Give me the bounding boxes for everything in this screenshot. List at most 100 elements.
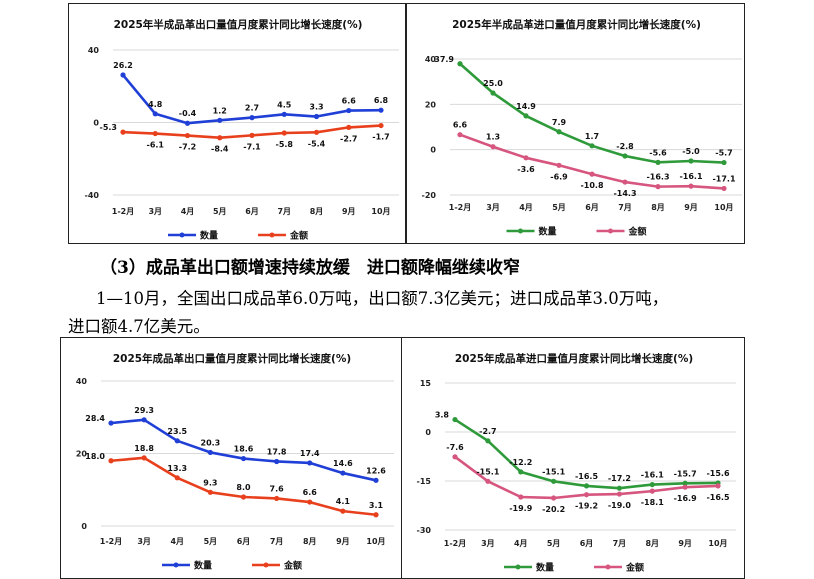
data-point	[307, 499, 313, 505]
x-tick-label: 5月	[547, 539, 561, 548]
data-label: -16.1	[679, 172, 702, 181]
data-label: -7.1	[243, 142, 261, 151]
legend-label: 金额	[628, 226, 647, 238]
data-point	[457, 132, 463, 138]
x-tick-label: 6月	[580, 539, 594, 548]
data-point	[616, 491, 622, 497]
y-tick-label: 40	[425, 55, 437, 64]
data-point	[346, 124, 352, 130]
data-label: -5.4	[308, 139, 326, 148]
chart-title: 2025年半成品革进口量值月度累计同比增长速度(%)	[452, 18, 701, 31]
data-point	[457, 61, 463, 67]
x-tick-label: 9月	[336, 537, 350, 546]
data-point	[721, 159, 727, 166]
data-point	[378, 107, 384, 113]
data-label: -0.4	[179, 109, 197, 118]
data-point	[589, 143, 595, 149]
data-point	[240, 494, 247, 500]
data-label: 8.0	[236, 483, 251, 492]
legend-label: 金额	[625, 562, 644, 574]
chart-svg: 2025年半成品革出口量值月度累计同比增长速度(%) -40 0 40 1-2月 3月 4月…	[85, 18, 399, 242]
legend-label: 数量	[194, 560, 212, 572]
data-label: 14.6	[333, 459, 353, 468]
data-label: 6.6	[303, 488, 318, 497]
data-label: -1.7	[372, 133, 390, 142]
data-point	[551, 495, 557, 501]
data-point	[313, 113, 320, 120]
data-label: 1.7	[585, 132, 599, 141]
data-label: 18.0	[85, 452, 105, 461]
x-tick-label: 7月	[277, 207, 291, 216]
legend-label: 金额	[283, 560, 302, 572]
legend-marker	[173, 562, 179, 568]
data-label: -7.6	[446, 443, 464, 452]
data-label: 28.4	[85, 414, 105, 423]
x-tick-label: 4月	[170, 537, 184, 546]
data-label: -15.1	[476, 467, 499, 476]
x-tick-label: 8月	[651, 203, 665, 212]
chart-title: 2025年半成品革出口量值月度累计同比增长速度(%)	[114, 18, 363, 31]
data-label: -3.6	[517, 165, 535, 174]
data-label: -19.2	[575, 502, 598, 511]
x-tick-label: 4月	[514, 539, 528, 548]
data-label: 23.5	[167, 427, 187, 436]
data-point	[373, 477, 379, 483]
x-tick-label: 4月	[519, 203, 533, 212]
data-label: -6.9	[550, 172, 568, 181]
y-tick-label: -30	[417, 526, 432, 535]
data-point	[490, 90, 496, 96]
data-label: 14.9	[516, 102, 536, 111]
y-tick-label: -40	[85, 191, 100, 200]
legend-label: 金额	[289, 230, 308, 242]
data-point	[346, 107, 352, 114]
data-point	[274, 458, 280, 465]
x-tick-label: 3月	[137, 537, 151, 546]
data-point	[108, 420, 114, 426]
data-label: -5.8	[276, 140, 294, 149]
data-label: -8.4	[211, 145, 229, 154]
legend-marker	[263, 562, 269, 568]
data-label: -19.0	[608, 501, 631, 510]
data-label: -16.5	[706, 493, 729, 502]
data-label: 4.8	[148, 100, 163, 109]
section-heading: （3）成品革出口额增速持续放缓 进口额降幅继续收窄	[100, 258, 520, 278]
data-label: -19.9	[509, 504, 532, 513]
legend-marker	[269, 232, 275, 238]
data-label: 6.6	[342, 97, 357, 106]
data-label: -2.7	[340, 134, 358, 143]
x-tick-label: 10月	[714, 203, 733, 212]
x-tick-label: 3月	[148, 207, 162, 216]
data-point	[120, 129, 126, 135]
x-tick-label: 10月	[366, 537, 385, 546]
x-tick-label: 1-2月	[449, 203, 471, 212]
legend-marker	[518, 228, 523, 234]
chart-semi-finished-export: 2025年半成品革出口量值月度累计同比增长速度(%) -40 0 40 1-2月 3月 4月…	[68, 3, 406, 244]
data-label: -14.3	[613, 189, 636, 198]
data-label: -2.7	[479, 427, 497, 436]
data-label: 37.9	[434, 55, 454, 64]
data-point	[207, 449, 213, 456]
data-point	[174, 438, 180, 444]
data-point	[378, 122, 384, 129]
data-point	[523, 113, 529, 119]
data-label: 7.6	[270, 484, 285, 493]
data-label: -16.1	[641, 471, 664, 480]
data-point	[688, 158, 694, 164]
data-point	[616, 485, 622, 491]
data-point	[307, 460, 313, 466]
legend-marker	[608, 228, 613, 234]
paragraph-line-1: 1—10月，全国出口成品革6.0万吨，出口额7.3亿美元；进口成品革3.0万吨，	[96, 289, 669, 308]
x-tick-label: 8月	[645, 539, 659, 548]
data-point	[688, 183, 694, 189]
data-label: 13.3	[167, 464, 187, 473]
data-label: 20.3	[201, 438, 221, 447]
data-label: -15.6	[706, 469, 729, 478]
x-tick-label: 10月	[708, 539, 727, 548]
chart-finished-import: 2025年成品革进口量值月度累计同比增长速度(%) -30 -15 0 15 1-2月 3月…	[401, 337, 745, 579]
x-tick-label: 10月	[371, 207, 390, 216]
data-point	[452, 416, 458, 423]
y-tick-label: 20	[425, 100, 437, 109]
data-point	[281, 130, 287, 136]
data-point	[622, 153, 628, 159]
data-label: -7.2	[179, 143, 197, 152]
